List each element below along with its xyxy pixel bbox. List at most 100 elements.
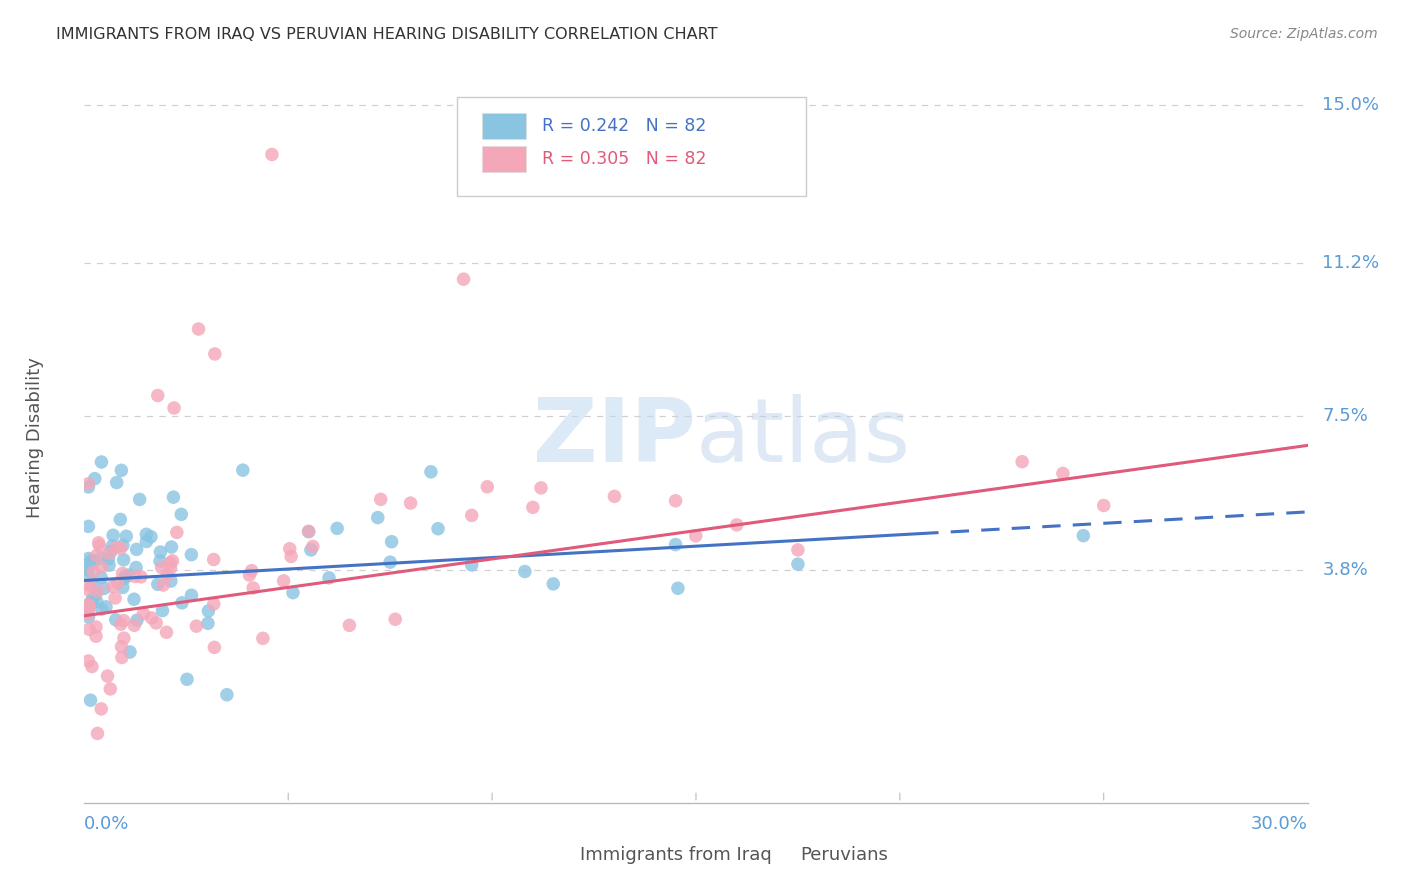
Text: 30.0%: 30.0%: [1251, 815, 1308, 833]
Point: [273, 574, 295, 588]
Point: [1011, 455, 1033, 469]
Point: [107, 575, 129, 590]
Point: [90, 455, 112, 469]
Point: [302, 540, 325, 554]
Point: [370, 492, 392, 507]
Point: [105, 541, 128, 555]
Point: [380, 555, 402, 569]
Point: [299, 543, 322, 558]
Text: 3.8%: 3.8%: [1322, 561, 1368, 579]
Point: [260, 147, 283, 161]
Point: [665, 493, 688, 508]
Point: [112, 553, 135, 567]
Point: [146, 577, 169, 591]
Point: [110, 512, 132, 526]
Point: [98, 681, 121, 696]
Point: [453, 272, 475, 286]
Point: [110, 640, 132, 654]
Point: [513, 565, 536, 579]
Point: [77, 598, 100, 612]
Point: [125, 613, 148, 627]
Point: [202, 640, 225, 655]
Point: [86, 549, 108, 563]
Point: [522, 500, 544, 515]
Text: R = 0.242   N = 82: R = 0.242 N = 82: [541, 117, 706, 136]
Point: [124, 569, 146, 583]
Point: [77, 519, 100, 533]
Point: [129, 570, 152, 584]
Point: [128, 492, 150, 507]
FancyBboxPatch shape: [761, 844, 794, 867]
Point: [96, 669, 118, 683]
Point: [80, 595, 103, 609]
Text: Immigrants from Iraq: Immigrants from Iraq: [579, 847, 772, 864]
Point: [93, 582, 115, 596]
Point: [603, 489, 626, 503]
Point: [146, 388, 169, 402]
Point: [77, 607, 100, 621]
Point: [90, 602, 112, 616]
Point: [787, 557, 810, 571]
Point: [80, 659, 103, 673]
Point: [477, 480, 499, 494]
Point: [101, 528, 124, 542]
Point: [112, 614, 135, 628]
Point: [82, 565, 104, 579]
Point: [101, 579, 124, 593]
Point: [166, 525, 188, 540]
Point: [83, 554, 105, 568]
Point: [77, 476, 100, 491]
Point: [461, 558, 484, 572]
Point: [105, 475, 128, 490]
Point: [186, 619, 208, 633]
Point: [77, 622, 100, 636]
Point: [77, 563, 100, 577]
Point: [665, 538, 688, 552]
Point: [367, 510, 389, 524]
Point: [384, 612, 406, 626]
Point: [135, 534, 157, 549]
FancyBboxPatch shape: [457, 97, 806, 195]
Point: [215, 688, 238, 702]
Point: [87, 584, 110, 599]
Point: [111, 581, 134, 595]
Point: [725, 517, 748, 532]
Point: [162, 554, 184, 568]
Point: [159, 556, 181, 570]
Point: [111, 650, 134, 665]
Point: [787, 542, 810, 557]
Text: R = 0.305   N = 82: R = 0.305 N = 82: [541, 150, 706, 168]
Point: [115, 529, 138, 543]
Point: [152, 578, 174, 592]
Point: [155, 625, 177, 640]
Point: [90, 551, 112, 566]
Point: [97, 551, 120, 566]
Text: ZIP: ZIP: [533, 393, 696, 481]
Point: [240, 564, 263, 578]
Point: [252, 632, 274, 646]
Point: [101, 539, 124, 553]
Point: [77, 569, 100, 583]
Text: atlas: atlas: [696, 393, 911, 481]
Point: [1092, 499, 1115, 513]
Point: [80, 553, 103, 567]
Point: [77, 654, 100, 668]
Point: [100, 544, 122, 558]
Point: [89, 539, 111, 553]
Point: [110, 541, 132, 556]
Point: [98, 558, 121, 573]
Point: [461, 508, 484, 523]
Point: [1073, 529, 1095, 543]
FancyBboxPatch shape: [482, 113, 526, 139]
Point: [318, 571, 340, 585]
Point: [427, 522, 450, 536]
Point: [298, 524, 321, 539]
Point: [176, 673, 198, 687]
Point: [197, 604, 219, 618]
FancyBboxPatch shape: [541, 844, 575, 867]
Point: [90, 571, 112, 585]
Point: [112, 631, 135, 645]
Point: [339, 618, 361, 632]
Point: [141, 611, 163, 625]
Point: [104, 613, 127, 627]
